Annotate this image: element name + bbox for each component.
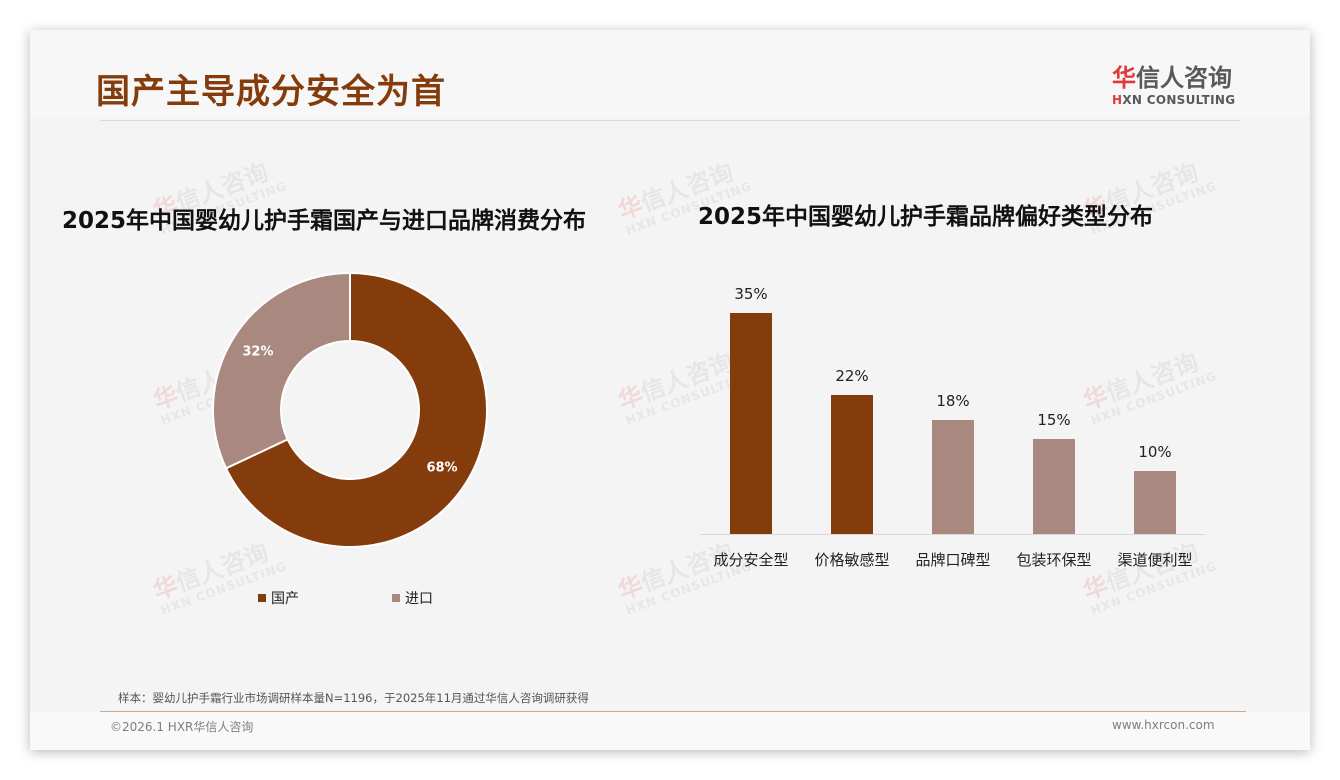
donut-svg [212, 271, 488, 548]
bar [1033, 439, 1075, 534]
bar-chart-title: 2025年中国婴幼儿护手霜品牌偏好类型分布 [698, 204, 1154, 230]
legend-item-imported: 进口 [392, 588, 433, 608]
logo-cn: 华信人咨询 [1112, 64, 1252, 92]
bar-category-label: 价格敏感型 [814, 551, 890, 569]
company-logo: 华信人咨询 HXN CONSULTING [1112, 64, 1252, 107]
bar-value-label: 18% [936, 392, 970, 411]
legend-item-domestic: 国产 [258, 588, 299, 608]
logo-text: 信人咨询 [1136, 64, 1232, 92]
bar [831, 395, 873, 534]
bar [1134, 470, 1176, 534]
bar-category-label: 成分安全型 [713, 551, 789, 569]
footer-divider [100, 711, 1246, 712]
website-link[interactable]: www.hxrcon.com [1112, 718, 1215, 732]
bar-category-label: 品牌口碑型 [915, 551, 991, 569]
donut-label: 68% [426, 460, 458, 476]
donut-label: 32% [242, 344, 274, 360]
bar-category-label: 包装环保型 [1016, 551, 1092, 569]
bar-value-label: 22% [835, 367, 869, 386]
logo-en-accent: H [1112, 93, 1123, 107]
header-band [30, 30, 1310, 118]
logo-en-text: XN CONSULTING [1122, 93, 1236, 107]
legend-swatch-domestic [258, 594, 266, 602]
legend-label-domestic: 国产 [271, 591, 299, 607]
donut-slice-imported [212, 271, 351, 470]
donut-slice-domestic [224, 271, 488, 548]
bar-category-label: 渠道便利型 [1117, 551, 1193, 569]
bar-value-label: 35% [734, 285, 768, 304]
donut-chart: 68% 32% [212, 271, 488, 548]
legend-swatch-imported [392, 594, 400, 602]
logo-en: HXN CONSULTING [1112, 93, 1252, 107]
bar-value-label: 10% [1138, 442, 1172, 461]
bar [730, 313, 772, 534]
donut-chart-title: 2025年中国婴幼儿护手霜国产与进口品牌消费分布 [62, 208, 587, 234]
title-divider [100, 120, 1240, 121]
bar [932, 420, 974, 534]
footer-band [30, 712, 1310, 750]
logo-accent: 华 [1112, 64, 1136, 92]
bar-value-label: 15% [1037, 411, 1071, 430]
source-note: 样本：婴幼儿护手霜行业市场调研样本量N=1196，于2025年11月通过华信人咨… [118, 691, 589, 705]
bar-chart-axis [700, 534, 1205, 535]
slide: 华信人咨询 HXN CONSULTING 华信人咨询 HXN CONSULTING 华信… [30, 30, 1310, 750]
copyright: ©2026.1 HXR华信人咨询 [110, 720, 254, 734]
legend-label-imported: 进口 [405, 591, 433, 607]
page-title: 国产主导成分安全为首 [96, 72, 446, 112]
